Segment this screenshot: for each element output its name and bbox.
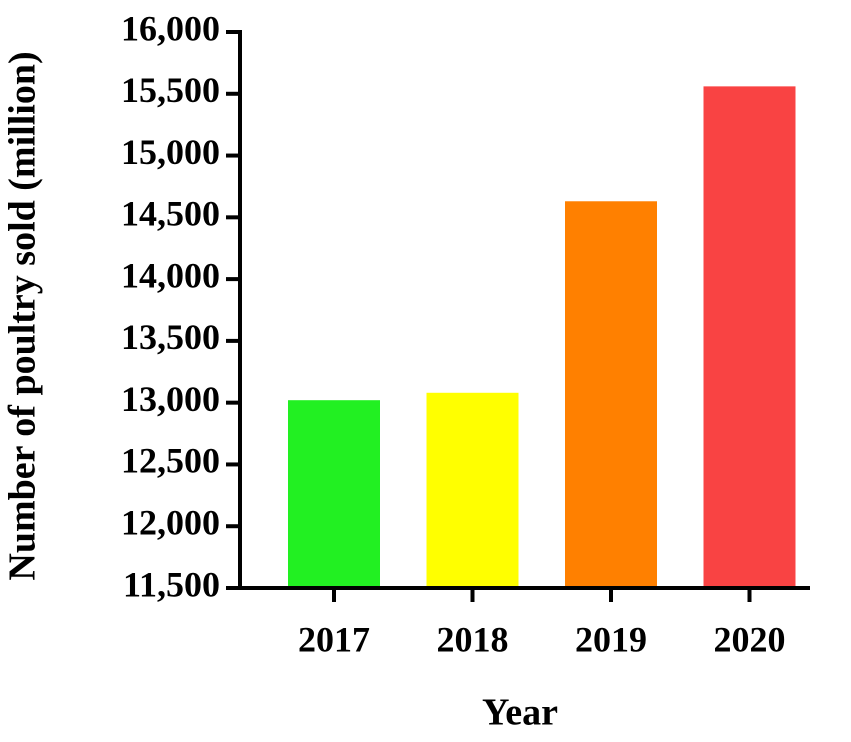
x-axis-title: Year xyxy=(482,692,558,734)
x-tick-label: 2019 xyxy=(575,619,647,659)
y-tick-label: 14,500 xyxy=(121,194,220,234)
y-tick-label: 12,000 xyxy=(121,502,220,542)
y-tick-label: 13,000 xyxy=(121,379,220,419)
y-tick-label: 12,500 xyxy=(121,441,220,481)
y-tick-label: 11,500 xyxy=(123,564,220,604)
y-tick-label: 15,500 xyxy=(121,70,220,110)
bar xyxy=(426,392,519,588)
y-axis-title: Number of poultry sold (million) xyxy=(2,51,44,580)
y-tick-label: 15,000 xyxy=(121,132,220,172)
bar xyxy=(288,400,380,588)
bar xyxy=(565,201,657,588)
y-tick-label: 16,000 xyxy=(121,8,220,48)
x-tick-label: 2020 xyxy=(714,619,786,659)
x-tick-label: 2018 xyxy=(437,619,509,659)
y-tick-label: 13,500 xyxy=(121,317,220,357)
x-tick-label: 2017 xyxy=(298,619,370,659)
y-tick-label: 14,000 xyxy=(121,255,220,295)
bar xyxy=(703,86,796,588)
